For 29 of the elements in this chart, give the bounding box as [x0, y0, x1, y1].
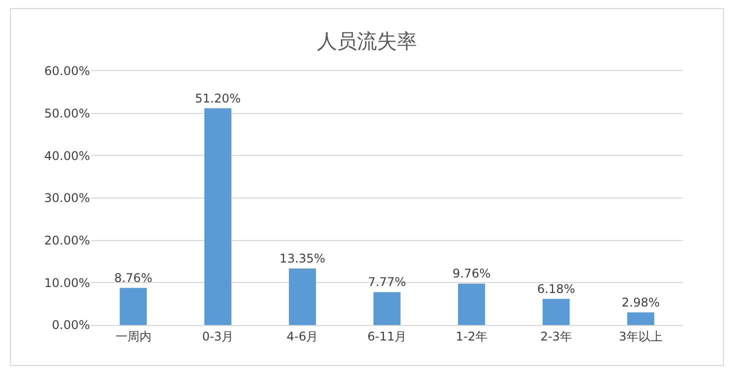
bar [120, 288, 147, 325]
chart-title: 人员流失率 [317, 28, 417, 53]
x-tick-label: 4-6月 [286, 329, 318, 344]
data-label: 9.76% [452, 266, 491, 281]
x-tick-label: 1-2年 [456, 329, 488, 344]
y-tick-label: 60.00% [44, 64, 90, 78]
y-tick-label: 30.00% [44, 191, 90, 206]
x-tick-label: 6-11月 [367, 329, 407, 344]
x-tick-label: 一周内 [115, 329, 152, 344]
y-tick-label: 50.00% [44, 106, 90, 121]
y-tick-label: 20.00% [44, 234, 90, 248]
bar [458, 284, 486, 325]
bar [542, 298, 570, 325]
y-tick-label: 40.00% [44, 148, 90, 163]
y-tick-label: 0.00% [52, 318, 90, 332]
x-tick-label: 3年以上 [618, 329, 663, 344]
data-label: 8.76% [114, 270, 152, 285]
data-label: 7.77% [368, 275, 406, 290]
data-label: 13.35% [280, 251, 326, 266]
y-tick-label: 10.00% [44, 276, 90, 290]
bar [627, 312, 654, 325]
bar [204, 108, 232, 325]
x-tick-label: 2-3年 [540, 329, 572, 344]
data-label: 51.20% [194, 91, 241, 106]
x-tick-label: 0-3月 [202, 329, 234, 344]
data-label: 6.18% [537, 282, 576, 296]
bar [288, 268, 316, 325]
data-label: 2.98% [622, 295, 660, 310]
bar [373, 292, 401, 325]
